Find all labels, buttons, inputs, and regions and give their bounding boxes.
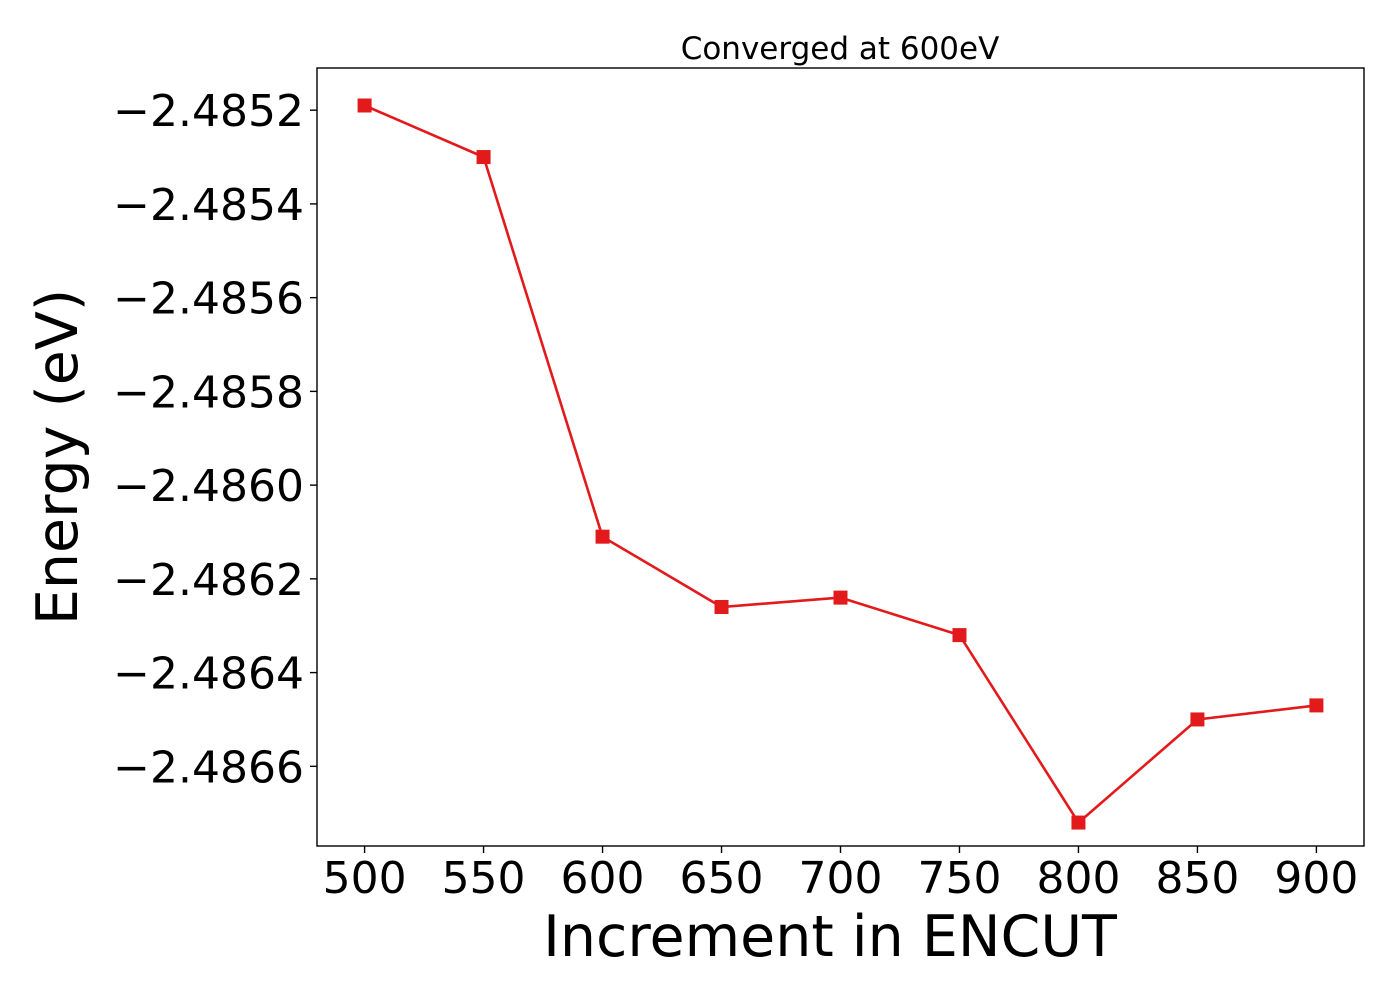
series-layer [357, 98, 1324, 830]
x-tick-label: 550 [442, 853, 526, 904]
data-point [714, 599, 729, 614]
y-tick-label: −2.4866 [113, 742, 304, 793]
x-tick-label: 650 [680, 853, 764, 904]
data-point [833, 590, 848, 605]
y-tick-label: −2.4856 [113, 274, 304, 325]
x-tick-label: 800 [1036, 853, 1120, 904]
y-tick-label: −2.4854 [113, 180, 304, 231]
x-tick-label: 600 [561, 853, 645, 904]
x-tick-label: 750 [917, 853, 1001, 904]
y-tick-label: −2.4852 [113, 86, 304, 137]
data-point [1309, 698, 1324, 713]
y-axis: −2.4852 −2.4854 −2.4856 −2.4858 −2.4860 −2.48… [113, 86, 317, 793]
y-tick-label: −2.4860 [113, 461, 304, 512]
data-point [476, 150, 491, 165]
y-tick-label: −2.4858 [113, 367, 304, 418]
data-point [1071, 815, 1086, 830]
x-axis-label: Increment in ENCUT [543, 904, 1117, 970]
x-tick-label: 900 [1274, 853, 1358, 904]
x-tick-label: 500 [323, 853, 407, 904]
x-axis: 500 550 600 650 700 750 800 850 900 [323, 846, 1358, 904]
y-axis-label: Energy (eV) [25, 289, 91, 625]
data-point [1190, 712, 1205, 727]
series-line [364, 104, 1317, 825]
data-point [595, 529, 610, 544]
x-tick-label: 700 [799, 853, 883, 904]
y-tick-label: −2.4862 [113, 555, 304, 606]
plot-frame [316, 67, 1365, 847]
y-tick-label: −2.4864 [113, 649, 304, 700]
x-tick-label: 850 [1155, 853, 1239, 904]
data-point [952, 628, 967, 643]
chart-title: Converged at 600eV [681, 31, 1000, 67]
data-point [357, 98, 372, 113]
